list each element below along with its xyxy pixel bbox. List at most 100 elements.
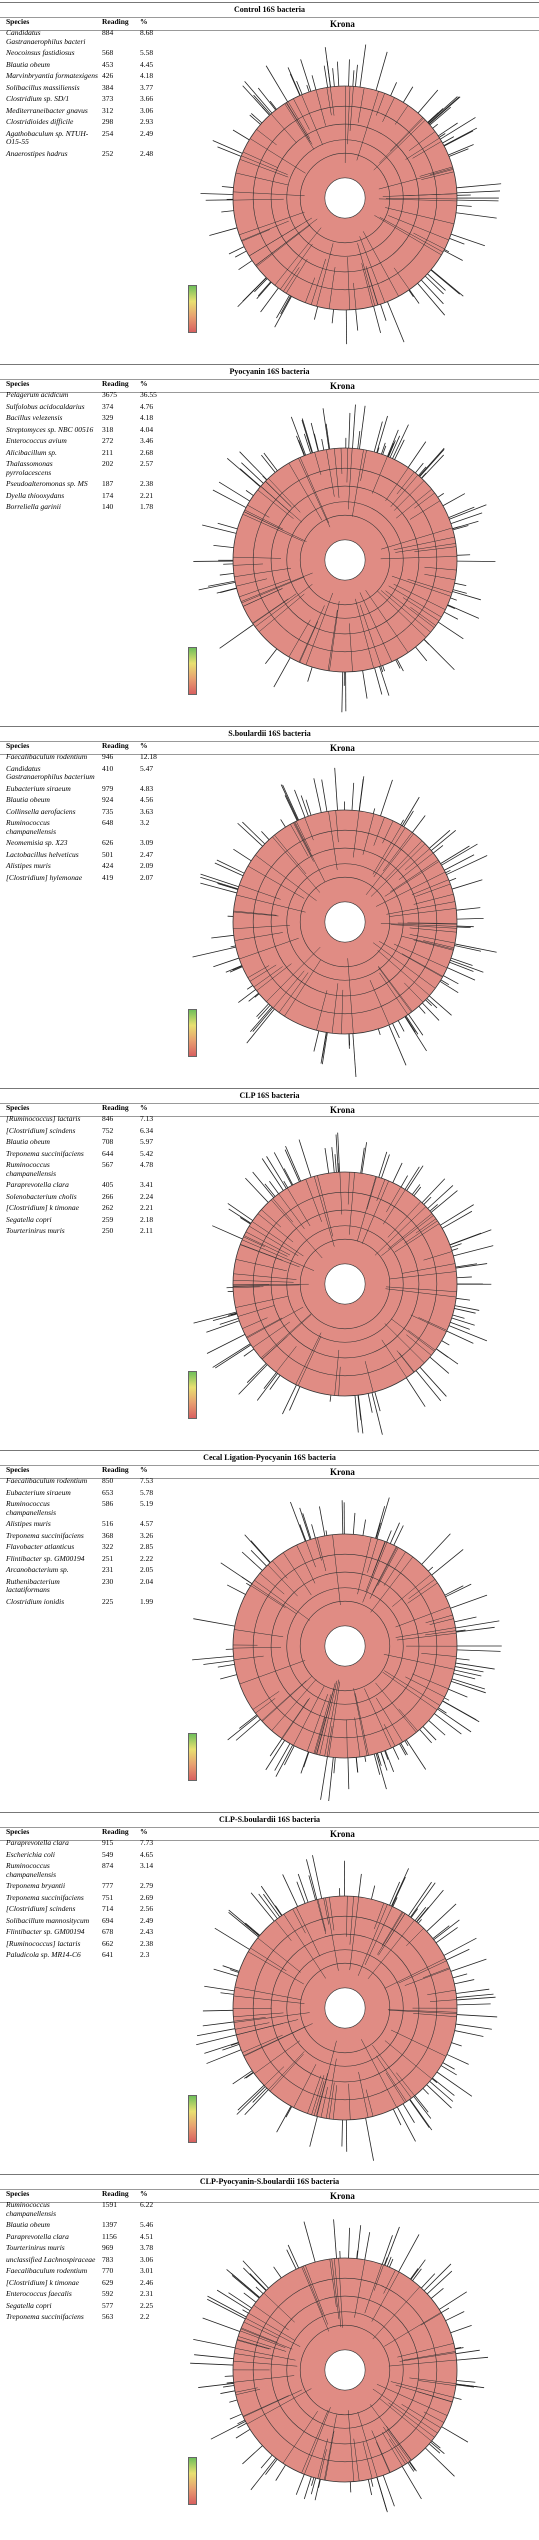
label-spoke — [357, 1395, 362, 1421]
segment-divider — [253, 2304, 289, 2331]
label-spoke — [266, 1156, 287, 1189]
label-spoke — [450, 1243, 462, 1248]
label-spoke — [425, 2447, 455, 2477]
segment-divider — [258, 593, 305, 632]
segment-divider — [357, 1176, 377, 1242]
label-spoke — [287, 2244, 299, 2269]
segment-divider — [241, 576, 304, 604]
label-spoke — [290, 416, 307, 456]
label-spoke — [456, 199, 499, 202]
segment-divider — [332, 2085, 338, 2120]
segment-divider — [380, 923, 457, 927]
segment-divider — [246, 2388, 312, 2425]
table-row: Clostridium ionidis 225 1.99 — [4, 1597, 176, 1610]
label-spoke — [419, 449, 445, 477]
segment-divider — [384, 840, 423, 880]
segment-divider — [306, 1694, 328, 1752]
segment-divider — [331, 983, 339, 1034]
table-cell: Bacillus velezensis — [6, 413, 63, 422]
segment-divider — [395, 1606, 450, 1628]
segment-divider — [413, 2013, 457, 2018]
segment-divider — [316, 1899, 327, 1935]
label-spoke — [375, 51, 388, 91]
segment-divider — [376, 2441, 390, 2473]
segment-divider — [245, 2318, 301, 2347]
krona-chart — [193, 1132, 494, 1435]
label-spoke — [379, 666, 390, 696]
segment-divider — [357, 243, 376, 307]
label-spoke — [455, 1666, 484, 1673]
column-header: Reading — [102, 2189, 129, 2198]
segment-divider — [280, 243, 313, 290]
segment-divider — [367, 1538, 378, 1573]
label-spoke — [456, 1996, 496, 2001]
segment-divider — [235, 172, 289, 186]
table-cell: unclassified Lachnospiraceae — [6, 2254, 96, 2264]
label-spoke — [313, 1030, 320, 1052]
segment-divider — [396, 488, 432, 519]
label-spoke — [449, 961, 474, 972]
segment-divider — [401, 2404, 441, 2429]
segment-divider — [274, 227, 322, 286]
krona-chart — [190, 2219, 489, 2513]
segment-divider — [388, 2010, 457, 2015]
table-cell: Thalassomonas pyrrolacescens — [6, 459, 53, 477]
panel: CLP-Pyocyanin-S.boulardii 16S bacteria Kr… — [0, 2174, 539, 2536]
table-cell: 874 — [102, 1861, 114, 1870]
label-spoke — [220, 1992, 234, 1995]
table-row: Tourterinirus muris 250 2.11 — [4, 1226, 176, 1239]
label-spoke — [202, 524, 237, 534]
label-spoke — [200, 873, 239, 888]
column-header: Reading — [102, 17, 129, 26]
label-spoke — [428, 96, 461, 125]
label-spoke — [217, 1663, 235, 1668]
label-spoke — [454, 582, 467, 587]
species-table: Species Reading% Faecalibaculum rodentium 9… — [4, 741, 176, 885]
label-spoke — [301, 420, 313, 454]
label-spoke — [269, 1375, 281, 1390]
table-cell: [Clostridium] scindens — [6, 1125, 76, 1135]
label-spoke — [451, 1317, 475, 1326]
sunburst-ring — [252, 467, 438, 653]
segment-divider — [357, 1537, 372, 1595]
segment-divider — [298, 458, 331, 528]
label-spoke — [384, 2226, 400, 2266]
label-spoke — [418, 466, 427, 476]
segment-divider — [401, 1263, 456, 1274]
table-cell: Eubacterium siraeum — [6, 1487, 71, 1497]
segment-divider — [233, 2012, 284, 2018]
segment-divider — [374, 215, 442, 256]
segment-divider — [386, 901, 456, 915]
table-cell: 2.68 — [140, 447, 154, 457]
label-spoke — [212, 489, 247, 508]
label-spoke — [295, 2474, 305, 2495]
label-spoke — [381, 442, 386, 455]
segment-divider — [314, 452, 322, 475]
segment-divider — [346, 1719, 348, 1758]
label-spoke — [207, 2298, 246, 2320]
label-spoke — [451, 1678, 485, 1690]
label-spoke — [260, 287, 279, 313]
label-spoke — [386, 2256, 392, 2267]
label-spoke — [451, 1248, 459, 1251]
table-cell: 4.56 — [140, 795, 154, 804]
label-spoke — [214, 1927, 250, 1950]
table-cell: 4.65 — [140, 1849, 154, 1859]
segment-divider — [359, 236, 386, 303]
segment-divider — [406, 1334, 432, 1356]
segment-divider — [271, 1199, 323, 1259]
label-spoke — [314, 2479, 321, 2501]
color-legend — [188, 2095, 197, 2143]
label-spoke — [456, 1649, 501, 1652]
label-spoke — [409, 2461, 417, 2472]
label-spoke — [406, 1165, 424, 1191]
label-spoke — [431, 2440, 441, 2449]
label-spoke — [391, 1868, 409, 1907]
label-spoke — [198, 582, 236, 591]
table-cell: 4.76 — [140, 401, 154, 411]
segment-divider — [423, 940, 455, 949]
segment-divider — [235, 2022, 270, 2030]
table-cell: 140 — [102, 502, 114, 511]
label-spoke — [228, 246, 245, 255]
table-cell: 259 — [102, 1214, 114, 1224]
